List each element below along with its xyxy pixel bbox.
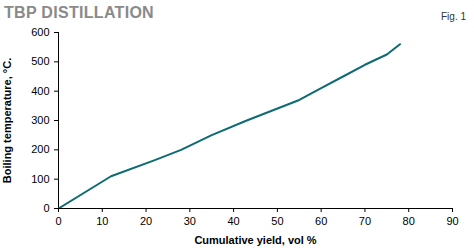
svg-text:20: 20 [140,215,152,227]
svg-text:30: 30 [184,215,196,227]
html-text:Fig. 1: Fig. 1 [441,11,466,22]
svg-text:60: 60 [315,215,327,227]
html-text:TBP DISTILLATION: TBP DISTILLATION [4,4,154,21]
svg-text:10: 10 [96,215,108,227]
svg-text:70: 70 [359,215,371,227]
svg-text:40: 40 [227,215,239,227]
svg-text:80: 80 [403,215,415,227]
svg-text:Boiling temperature, °C.: Boiling temperature, °C. [1,58,13,183]
svg-text:Cumulative yield, vol %: Cumulative yield, vol % [194,234,316,246]
svg-text:600: 600 [31,26,49,38]
svg-text:200: 200 [31,143,49,155]
svg-text:0: 0 [43,202,49,214]
svg-text:0: 0 [55,215,61,227]
svg-text:90: 90 [446,215,458,227]
svg-text:400: 400 [31,85,49,97]
svg-text:300: 300 [31,114,49,126]
svg-text:100: 100 [31,173,49,185]
svg-text:50: 50 [271,215,283,227]
svg-text:500: 500 [31,55,49,67]
